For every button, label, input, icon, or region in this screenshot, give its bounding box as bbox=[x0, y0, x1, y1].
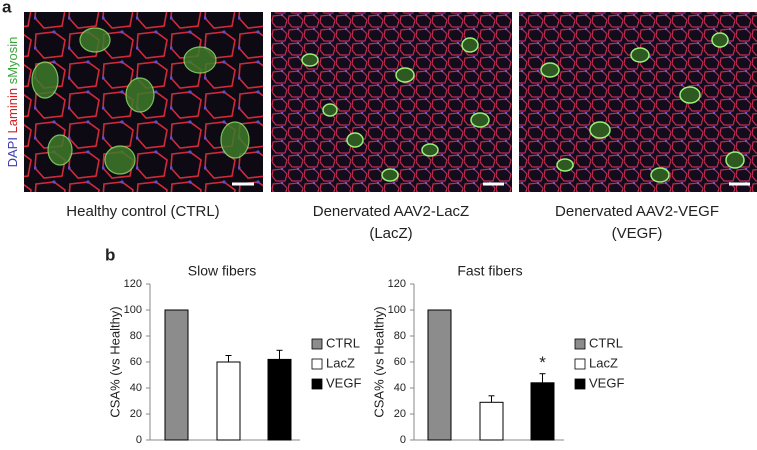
image-caption: Healthy control (CTRL) bbox=[66, 203, 219, 220]
legend-label: CTRL bbox=[326, 335, 360, 350]
legend-swatch bbox=[311, 358, 323, 370]
y-tick-label: 40 bbox=[394, 382, 406, 394]
bar bbox=[216, 361, 241, 441]
legend-swatch bbox=[311, 338, 323, 350]
y-tick-label: 120 bbox=[124, 278, 142, 290]
y-tick-label: 20 bbox=[394, 408, 406, 420]
micrograph-ctrl bbox=[24, 12, 263, 192]
y-tick-label: 0 bbox=[136, 434, 142, 446]
stain-label: DAPI Laminin sMyosin bbox=[5, 37, 20, 168]
y-tick-label: 20 bbox=[130, 408, 142, 420]
panel-label: a bbox=[2, 0, 12, 16]
bar bbox=[427, 309, 452, 441]
legend-swatch bbox=[574, 358, 586, 370]
micrograph-lacz bbox=[271, 12, 512, 192]
chart-title: Fast fibers bbox=[457, 263, 522, 279]
legend-swatch bbox=[574, 378, 586, 390]
y-tick-label: 0 bbox=[400, 434, 406, 446]
legend-label: LacZ bbox=[326, 355, 355, 370]
image-caption: Denervated AAV2-LacZ bbox=[313, 203, 469, 220]
panel-label: b bbox=[105, 245, 115, 264]
y-tick-label: 100 bbox=[124, 304, 142, 316]
image-caption: Denervated AAV2-VEGF bbox=[555, 203, 719, 220]
micrograph-vegf bbox=[519, 12, 757, 192]
y-axis-label: CSA% (vs Healthy) bbox=[371, 306, 386, 417]
y-axis-label: CSA% (vs Healthy) bbox=[107, 306, 122, 417]
legend-label: LacZ bbox=[589, 355, 618, 370]
stain-smyosin: sMyosin bbox=[5, 37, 20, 85]
bar bbox=[164, 309, 189, 441]
y-tick-label: 80 bbox=[130, 330, 142, 342]
chart-title: Slow fibers bbox=[188, 263, 256, 279]
legend-swatch bbox=[574, 338, 586, 350]
y-tick-label: 120 bbox=[388, 278, 406, 290]
bar bbox=[267, 358, 292, 441]
bar bbox=[479, 401, 504, 441]
stain-dapi: DAPI bbox=[5, 137, 20, 167]
legend-label: VEGF bbox=[589, 375, 624, 390]
y-tick-label: 40 bbox=[130, 382, 142, 394]
image-caption: (LacZ) bbox=[369, 225, 412, 242]
y-tick-label: 80 bbox=[394, 330, 406, 342]
legend-swatch bbox=[311, 378, 323, 390]
y-tick-label: 60 bbox=[130, 356, 142, 368]
bar bbox=[530, 382, 555, 441]
image-caption: (VEGF) bbox=[612, 225, 663, 242]
stain-laminin: Laminin bbox=[5, 88, 20, 134]
legend-label: VEGF bbox=[326, 375, 361, 390]
y-tick-label: 100 bbox=[388, 304, 406, 316]
legend-label: CTRL bbox=[589, 335, 623, 350]
y-tick-label: 60 bbox=[394, 356, 406, 368]
annotation: * bbox=[539, 353, 546, 372]
